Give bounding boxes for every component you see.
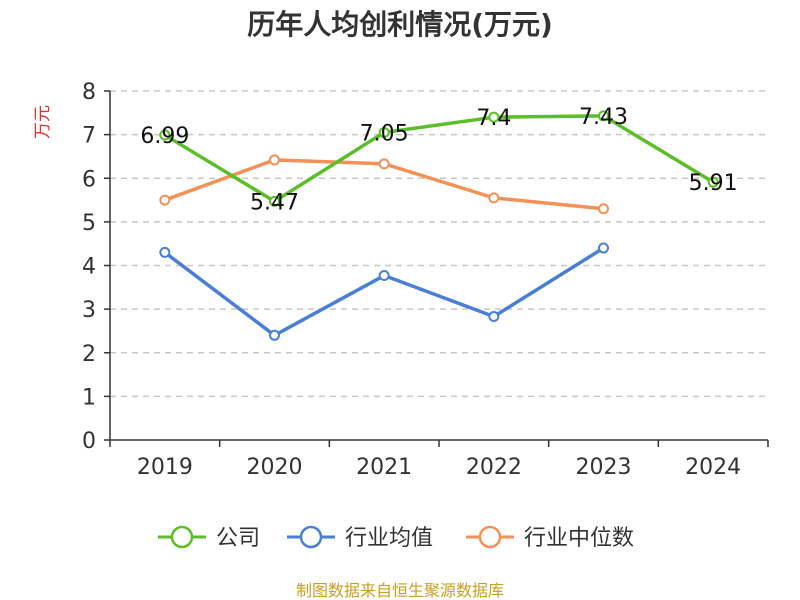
data-point xyxy=(488,311,500,323)
x-tick-label: 2023 xyxy=(576,455,632,480)
data-point xyxy=(159,194,171,206)
data-label: 7.4 xyxy=(476,106,511,131)
data-point xyxy=(598,110,609,122)
y-axis-unit: 万元 xyxy=(33,105,53,139)
data-point xyxy=(269,195,280,207)
legend-label: 行业均值 xyxy=(345,526,433,551)
data-point xyxy=(598,203,609,215)
legend-marker xyxy=(478,525,502,549)
series xyxy=(159,110,719,341)
x-tick-label: 2024 xyxy=(685,455,741,480)
data-label: 5.47 xyxy=(250,190,299,215)
data-point xyxy=(269,329,280,341)
series-0 xyxy=(159,110,719,207)
y-tick-label: 4 xyxy=(82,255,96,280)
legend-marker xyxy=(299,525,323,549)
data-point xyxy=(159,129,171,141)
legend-label: 行业中位数 xyxy=(524,526,634,551)
axes: 0 1 2 3 4 5 6 7 8 2019 2020 2021 2022 2023 2024 xyxy=(82,80,769,480)
y-tick-label: 3 xyxy=(82,298,96,323)
data-point xyxy=(159,246,171,258)
y-tick-label: 6 xyxy=(82,167,96,192)
y-tick-label: 1 xyxy=(82,385,96,410)
data-point xyxy=(707,176,719,188)
y-tick-label: 8 xyxy=(82,80,96,105)
grid xyxy=(110,90,768,398)
data-point xyxy=(378,158,390,170)
series-1 xyxy=(159,242,609,341)
series-line xyxy=(163,246,605,338)
y-tick-label: 7 xyxy=(82,124,96,149)
data-point xyxy=(378,126,390,138)
legend-item-2: 行业中位数 xyxy=(466,525,634,551)
data-point xyxy=(488,192,500,204)
legend-marker xyxy=(170,525,194,549)
x-tick-label: 2020 xyxy=(247,455,303,480)
data-label: 5.91 xyxy=(689,171,738,196)
x-tick-label: 2022 xyxy=(466,455,522,480)
x-tick-label: 2021 xyxy=(356,455,412,480)
data-point xyxy=(488,111,500,123)
y-tick-label: 0 xyxy=(82,429,96,454)
data-point xyxy=(269,154,280,166)
x-tick-label: 2019 xyxy=(137,455,193,480)
series-line xyxy=(163,114,715,204)
data-point xyxy=(598,242,609,254)
data-label: 6.99 xyxy=(140,124,189,149)
series-2 xyxy=(159,154,609,215)
data-label: 7.05 xyxy=(360,121,409,146)
data-labels: 6.99 5.47 7.05 7.4 7.43 5.91 xyxy=(140,105,737,216)
source-note: 制图数据来自恒生聚源数据库 xyxy=(296,581,504,600)
legend-item-0: 公司 xyxy=(158,525,260,551)
data-point xyxy=(378,270,390,282)
y-tick-label: 2 xyxy=(82,342,96,367)
chart-title: 历年人均创利情况(万元) xyxy=(247,8,553,41)
legend-item-1: 行业均值 xyxy=(287,525,433,551)
y-tick-label: 5 xyxy=(82,211,96,236)
legend: 公司 行业均值 行业中位数 xyxy=(158,525,634,551)
data-label: 7.43 xyxy=(579,105,628,130)
legend-label: 公司 xyxy=(216,526,260,551)
